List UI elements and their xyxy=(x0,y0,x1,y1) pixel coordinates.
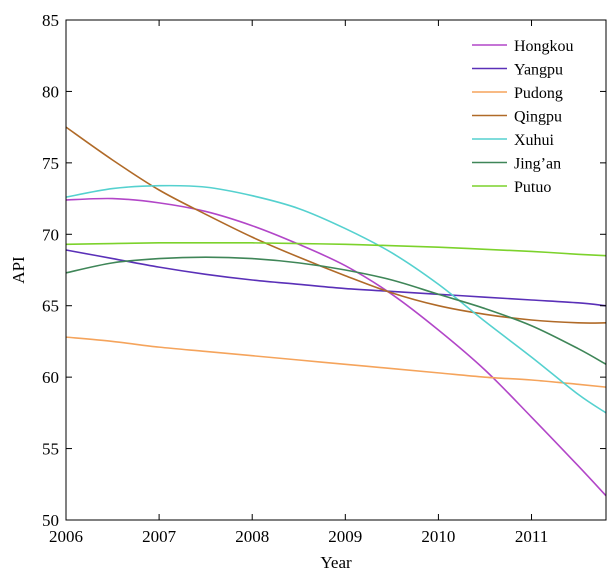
legend-label-pudong: Pudong xyxy=(514,85,563,102)
series-lines xyxy=(65,126,607,497)
legend-label-hongkou: Hongkou xyxy=(514,38,574,55)
x-tick-label: 2009 xyxy=(328,527,362,546)
x-tick-label: 2006 xyxy=(49,527,83,546)
legend-label-qingpu: Qingpu xyxy=(514,109,562,126)
y-tick-label: 70 xyxy=(42,225,59,244)
legend: Hongkou Yangpu Pudong Qingpu Xuhui Jing’an Put… xyxy=(472,38,574,196)
legend-label-yangpu: Yangpu xyxy=(514,62,563,79)
y-tick-label: 75 xyxy=(42,154,59,173)
y-tick-label: 60 xyxy=(42,368,59,387)
tick-labels: 2006 2007 2008 2009 2010 2011 50 55 60 65 70 75 80 85 xyxy=(42,11,548,546)
y-tick-label: 85 xyxy=(42,11,59,30)
series-line-putuo xyxy=(65,242,607,257)
y-tick-label: 50 xyxy=(42,511,59,530)
x-tick-label: 2008 xyxy=(235,527,269,546)
series-line-jing-an xyxy=(65,256,607,365)
series-line-xuhui xyxy=(65,184,607,414)
x-tick-label: 2011 xyxy=(515,527,548,546)
series-line-qingpu xyxy=(65,126,607,324)
y-tick-label: 80 xyxy=(42,82,59,101)
x-axis-title: Year xyxy=(320,553,352,572)
legend-label-jing-an: Jing’an xyxy=(514,156,561,173)
axes xyxy=(65,19,607,521)
y-tick-label: 55 xyxy=(42,440,59,459)
x-tick-label: 2007 xyxy=(142,527,177,546)
series-line-hongkou xyxy=(65,197,607,497)
series-line-pudong xyxy=(65,336,607,388)
legend-label-xuhui: Xuhui xyxy=(514,132,555,149)
legend-label-putuo: Putuo xyxy=(514,179,551,196)
y-tick-label: 65 xyxy=(42,297,59,316)
series-line-yangpu xyxy=(65,249,607,307)
plot-frame xyxy=(65,19,607,521)
y-axis-title: API xyxy=(9,256,28,284)
x-tick-label: 2010 xyxy=(421,527,455,546)
